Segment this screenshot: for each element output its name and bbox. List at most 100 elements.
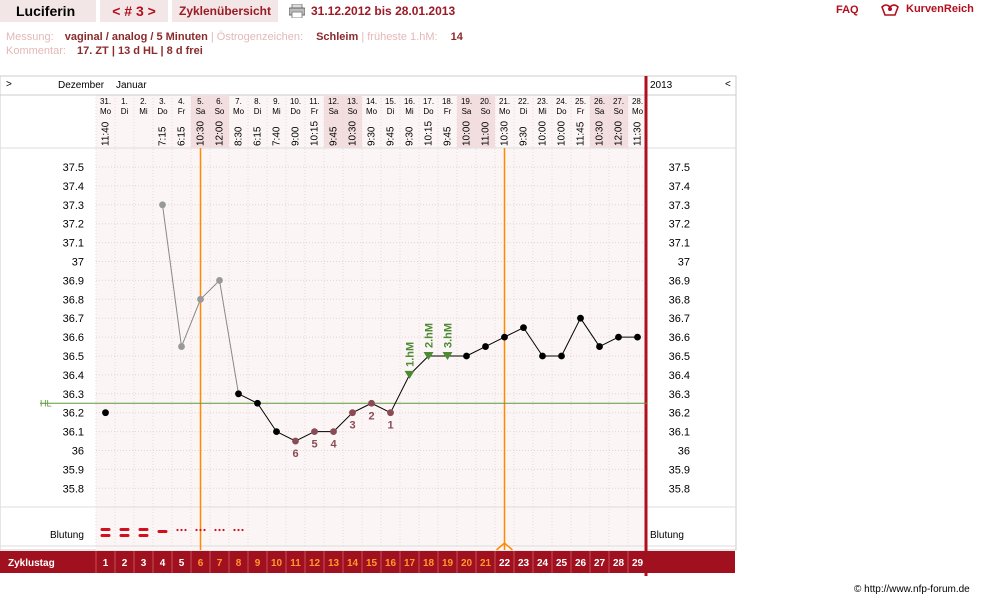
bleeding-medium <box>138 528 149 531</box>
header-date: 11. <box>309 97 320 106</box>
temperature-point <box>159 201 166 209</box>
header-weekday: Mi <box>405 107 414 116</box>
high-temp-triangle <box>442 352 453 360</box>
cycle-day-number: 3 <box>141 558 147 569</box>
y-tick-label-left: 35.9 <box>63 464 84 476</box>
temperature-point <box>501 333 508 341</box>
year-label: 2013 <box>650 80 673 91</box>
y-tick-label-right: 36.1 <box>669 427 690 439</box>
y-tick-label-left: 37 <box>72 257 84 269</box>
bleeding-label-right: Blutung <box>650 530 684 541</box>
temperature-point <box>330 428 337 435</box>
bleeding-spotting <box>195 528 198 532</box>
hand-logo-icon[interactable] <box>880 1 900 17</box>
header-weekday: So <box>348 107 358 116</box>
y-tick-label-left: 36.3 <box>63 389 84 401</box>
y-tick-label-right: 36.9 <box>669 275 690 287</box>
footer-copyright: © http://www.nfp-forum.de <box>854 584 970 595</box>
header-weekday: So <box>481 107 491 116</box>
printer-icon[interactable] <box>289 4 305 18</box>
header-weekday: Di <box>121 107 129 116</box>
header-weekday: Di <box>254 107 262 116</box>
cycle-day-number: 22 <box>499 558 511 569</box>
high-temp-triangle <box>404 370 415 379</box>
cycle-day-number: 27 <box>594 558 606 569</box>
earliest-value: 14 <box>450 31 463 43</box>
cycle-day-number: 26 <box>575 558 587 569</box>
y-tick-label-left: 36.2 <box>63 408 84 420</box>
y-tick-label-left: 37.1 <box>63 238 84 250</box>
brand-name[interactable]: KurvenReich <box>906 3 974 15</box>
header-date: 19. <box>461 97 472 106</box>
top-bar: Luciferin < # 3 > Zyklenübersicht 31.12.… <box>0 0 981 26</box>
weekend-shade <box>457 95 476 148</box>
measurement-label: Messung: <box>6 31 54 43</box>
temperature-point <box>197 295 204 303</box>
cycle-day-number: 1 <box>103 558 109 569</box>
faq-link[interactable]: FAQ <box>836 4 859 16</box>
user-name[interactable]: Luciferin <box>0 0 96 22</box>
header-weekday: Mi <box>538 107 547 116</box>
header-date: 23. <box>537 97 548 106</box>
y-tick-label-left: 36.5 <box>63 351 84 363</box>
header-date: 5. <box>197 97 204 106</box>
cycle-day-bar-bg <box>0 551 735 573</box>
marker-chevron <box>496 542 513 551</box>
temperature-point <box>368 399 375 407</box>
cycle-day-number: 18 <box>423 558 435 569</box>
cycle-navigator[interactable]: < # 3 > <box>100 0 168 22</box>
header-date: 25. <box>575 97 586 106</box>
header-date: 17. <box>423 97 434 106</box>
header-time: 8:30 <box>234 126 245 146</box>
y-tick-label-right: 36.5 <box>669 351 690 363</box>
bleeding-spotting <box>199 528 202 532</box>
high-temp-label: 2.hM <box>424 323 436 348</box>
header-weekday: Mo <box>233 107 245 116</box>
high-temp-label: 3.hM <box>443 323 455 348</box>
high-temp-triangle <box>423 352 434 360</box>
temperature-point <box>102 409 109 417</box>
cycle-day-number: 15 <box>366 558 378 569</box>
y-tick-label-right: 37.4 <box>669 181 690 193</box>
header-time: 9:30 <box>367 126 378 146</box>
nav-right-button[interactable]: < <box>725 79 731 90</box>
temperature-point <box>254 399 261 407</box>
header-time: 10:00 <box>557 121 568 146</box>
cycle-overview-link[interactable]: Zyklenübersicht <box>172 0 278 22</box>
cycle-day-number: 7 <box>217 558 223 569</box>
y-tick-label-right: 36.8 <box>669 294 690 306</box>
header-time: 10:30 <box>500 121 511 146</box>
header-time: 9:00 <box>291 126 302 146</box>
cycle-day-number: 9 <box>255 558 261 569</box>
header-date: 26. <box>594 97 605 106</box>
header-weekday: Mo <box>499 107 511 116</box>
coverline-label: HL <box>40 398 52 408</box>
y-tick-label-right: 37.2 <box>669 219 690 231</box>
cycle-day-number: 25 <box>556 558 568 569</box>
header-date: 3. <box>159 97 166 106</box>
cycle-day-number: 20 <box>461 558 473 569</box>
bleeding-heavy <box>100 534 111 537</box>
header-weekday: Fr <box>444 107 452 116</box>
header-time: 10:15 <box>424 121 435 146</box>
header-weekday: Mo <box>366 107 378 116</box>
bleeding-spotting <box>203 528 206 532</box>
y-tick-label-left: 36.7 <box>63 313 84 325</box>
temperature-point <box>311 428 318 435</box>
header-time: 9:30 <box>519 126 530 146</box>
low-temp-label: 2 <box>368 410 374 422</box>
temperature-point <box>273 428 280 435</box>
cycle-day-number: 23 <box>518 558 530 569</box>
cycle-day-number: 17 <box>404 558 416 569</box>
header-weekday: Fr <box>178 107 186 116</box>
cycle-day-number: 8 <box>236 558 242 569</box>
cycle-day-number: 5 <box>179 558 185 569</box>
high-temp-label: 1.hM <box>405 342 417 367</box>
nav-left-button[interactable]: > <box>6 79 12 90</box>
header-date: 6. <box>216 97 223 106</box>
low-temp-label: 3 <box>349 420 355 432</box>
y-tick-label-right: 37.1 <box>669 238 690 250</box>
bleeding-spotting <box>180 528 183 532</box>
temperature-point <box>387 409 394 417</box>
header-date: 27. <box>613 97 624 106</box>
